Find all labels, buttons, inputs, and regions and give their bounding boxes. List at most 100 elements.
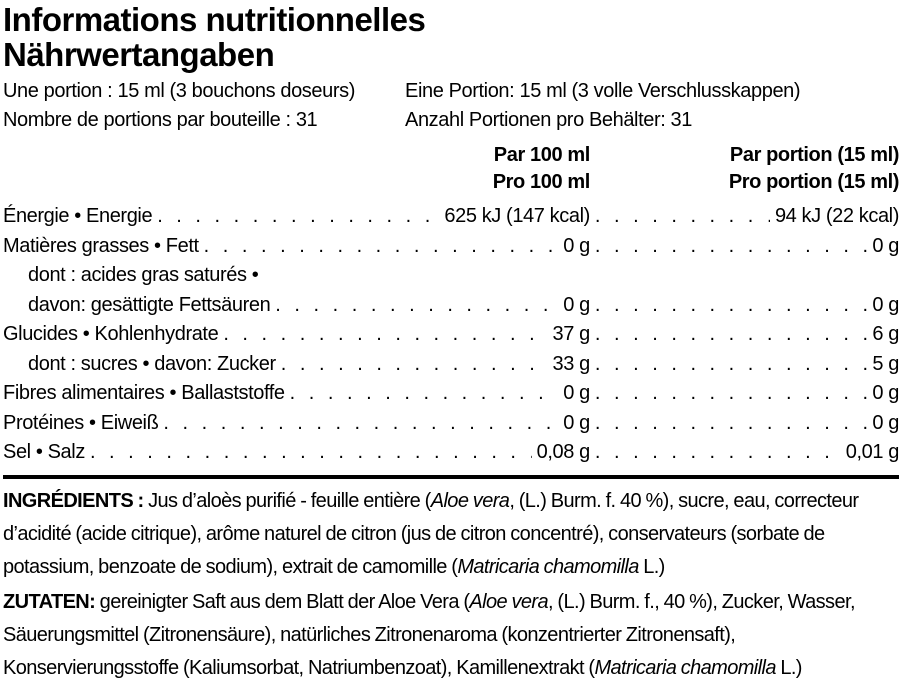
column-headers-row-fr: Par 100 ml Par portion (15 ml) [3, 142, 900, 169]
row-col-per-portion: 0 g [590, 232, 899, 262]
nutrient-label: dont : acides gras saturés • [28, 264, 259, 286]
row-col-per-100ml: Glucides • Kohlenhydrate 37 g [3, 320, 590, 350]
value-per-portion: 0,01 g [845, 441, 899, 463]
nutrient-label: dont : sucres • davon: Zucker [28, 352, 276, 375]
dot-leader [204, 232, 559, 262]
table-row: davon: gesättigte Fettsäuren 0 g 0 g [3, 291, 899, 321]
value-per-100ml: 0 g [563, 293, 590, 316]
dot-leader [223, 320, 547, 350]
table-row: Énergie • Energie 625 kJ (147 kcal) 94 k… [3, 202, 899, 232]
per-100ml-header-de: Pro 100 ml [492, 171, 591, 193]
value-per-100ml: 33 g [552, 352, 590, 375]
row-col-per-portion: 0 g [590, 379, 899, 409]
serving-info-french: Une portion : 15 ml (3 bouchons doseurs)… [3, 77, 405, 135]
dot-leader [157, 202, 439, 232]
serving-info-german: Eine Portion: 15 ml (3 volle Verschlussk… [405, 77, 899, 135]
text-segment: ZUTATEN: [3, 590, 100, 613]
dot-leader [595, 409, 868, 439]
column-headers-row-de: Pro 100 ml Pro portion (15 ml) [3, 169, 900, 196]
row-col-per-portion: 6 g [590, 320, 899, 350]
dot-leader [281, 350, 548, 380]
value-per-portion: 0 g [872, 411, 899, 434]
value-per-100ml: 0 g [563, 411, 590, 434]
value-per-portion: 0 g [872, 382, 899, 404]
dot-leader [595, 291, 868, 321]
row-col-per-100ml: Énergie • Energie 625 kJ (147 kcal) [3, 202, 590, 232]
dot-leader [595, 202, 770, 232]
row-col-per-portion: 0 g [590, 409, 899, 439]
nutrient-label: Énergie • Energie [3, 205, 153, 227]
dot-leader [290, 379, 559, 409]
ingredients-paragraph-fr: INGRÉDIENTS : Jus d’aloès purifié - feui… [3, 485, 899, 584]
dot-leader [595, 379, 868, 409]
servings-per-container-de: Anzahl Portionen pro Behälter: 31 [405, 109, 692, 131]
text-segment: gereinigter Saft aus dem Blatt der Aloe … [99, 590, 470, 613]
serving-size-fr: Une portion : 15 ml (3 bouchons doseurs) [3, 80, 355, 102]
dot-leader [595, 232, 868, 262]
dot-leader [595, 320, 868, 350]
title-german: Nährwertangaben [3, 36, 275, 73]
table-row: Glucides • Kohlenhydrate 37 g 6 g [3, 320, 899, 350]
text-segment: Aloe vera [469, 590, 549, 613]
table-row: Matières grasses • Fett 0 g 0 g [3, 232, 899, 262]
serving-size-de: Eine Portion: 15 ml (3 volle Verschlussk… [405, 80, 801, 102]
value-per-100ml: 0,08 g [536, 441, 590, 463]
row-col-per-100ml: Fibres alimentaires • Ballaststoffe 0 g [3, 379, 590, 409]
section-divider [3, 474, 899, 479]
per-portion-header-fr: Par portion (15 ml) [729, 144, 899, 166]
table-row: Sel • Salz 0,08 g 0,01 g [3, 438, 899, 468]
servings-per-container-fr: Nombre de portions par bouteille : 31 [3, 109, 318, 131]
table-row: dont : acides gras saturés • [3, 261, 899, 291]
row-col-per-100ml: dont : sucres • davon: Zucker 33 g [3, 350, 590, 380]
text-segment: Jus d’aloès purifié - feuille entière ( [148, 489, 431, 512]
dot-leader [163, 409, 558, 439]
nutrition-table: Par 100 ml Par portion (15 ml) Pro 100 m… [3, 142, 899, 468]
nutrient-label: davon: gesättigte Fettsäuren [28, 293, 271, 316]
row-col-per-100ml: davon: gesättigte Fettsäuren 0 g [3, 291, 590, 321]
nutrient-label: Matières grasses • Fett [3, 234, 199, 257]
text-segment: L.) [775, 656, 802, 679]
value-per-portion: 5 g [872, 352, 899, 375]
value-per-portion: 6 g [872, 323, 899, 345]
row-col-per-100ml: dont : acides gras saturés • [3, 261, 590, 291]
row-col-per-portion: 0 g [590, 291, 899, 321]
nutrient-label: Sel • Salz [3, 441, 85, 463]
serving-info: Une portion : 15 ml (3 bouchons doseurs)… [3, 77, 899, 135]
row-col-per-100ml: Sel • Salz 0,08 g [3, 438, 590, 468]
nutrient-label: Protéines • Eiweiß [3, 411, 159, 434]
dot-leader [595, 438, 841, 468]
text-segment: , (L.) Burm. f., 40 %), Zucker, Wasser, … [3, 590, 856, 679]
value-per-100ml: 37 g [552, 323, 590, 345]
title-french: Informations nutritionnelles [3, 1, 426, 38]
text-segment: INGRÉDIENTS : [3, 489, 149, 512]
nutrient-rows: Énergie • Energie 625 kJ (147 kcal) 94 k… [3, 202, 899, 468]
ingredients-paragraph-de: ZUTATEN: gereinigter Saft aus dem Blatt … [3, 586, 899, 681]
text-segment: Matricaria chamomilla [594, 656, 776, 679]
nutrient-label: Fibres alimentaires • Ballaststoffe [3, 382, 285, 404]
dot-leader [595, 350, 868, 380]
row-col-per-portion: 5 g [590, 350, 899, 380]
value-per-portion: 94 kJ (22 kcal) [774, 205, 899, 227]
table-row: Fibres alimentaires • Ballaststoffe 0 g … [3, 379, 899, 409]
per-100ml-header-fr: Par 100 ml [493, 144, 590, 166]
row-col-per-portion: 0,01 g [590, 438, 899, 468]
nutrient-label: Glucides • Kohlenhydrate [3, 323, 219, 345]
row-col-per-100ml: Matières grasses • Fett 0 g [3, 232, 590, 262]
text-segment: Aloe vera [430, 489, 510, 512]
text-segment: L.) [638, 555, 665, 578]
table-row: Protéines • Eiweiß 0 g 0 g [3, 409, 899, 439]
table-row: dont : sucres • davon: Zucker 33 g 5 g [3, 350, 899, 380]
value-per-100ml: 625 kJ (147 kcal) [444, 205, 590, 227]
row-col-per-100ml: Protéines • Eiweiß 0 g [3, 409, 590, 439]
per-portion-header-de: Pro portion (15 ml) [728, 171, 900, 193]
value-per-portion: 0 g [872, 293, 899, 316]
value-per-portion: 0 g [872, 234, 899, 257]
dot-leader [90, 438, 532, 468]
text-segment: , (L.) Burm. f. 40 %), sucre, eau, corre… [3, 489, 859, 578]
dot-leader [275, 291, 558, 321]
value-per-100ml: 0 g [563, 234, 590, 257]
text-segment: Matricaria chamomilla [457, 555, 639, 578]
value-per-100ml: 0 g [563, 382, 590, 404]
row-col-per-portion: 94 kJ (22 kcal) [590, 202, 899, 232]
